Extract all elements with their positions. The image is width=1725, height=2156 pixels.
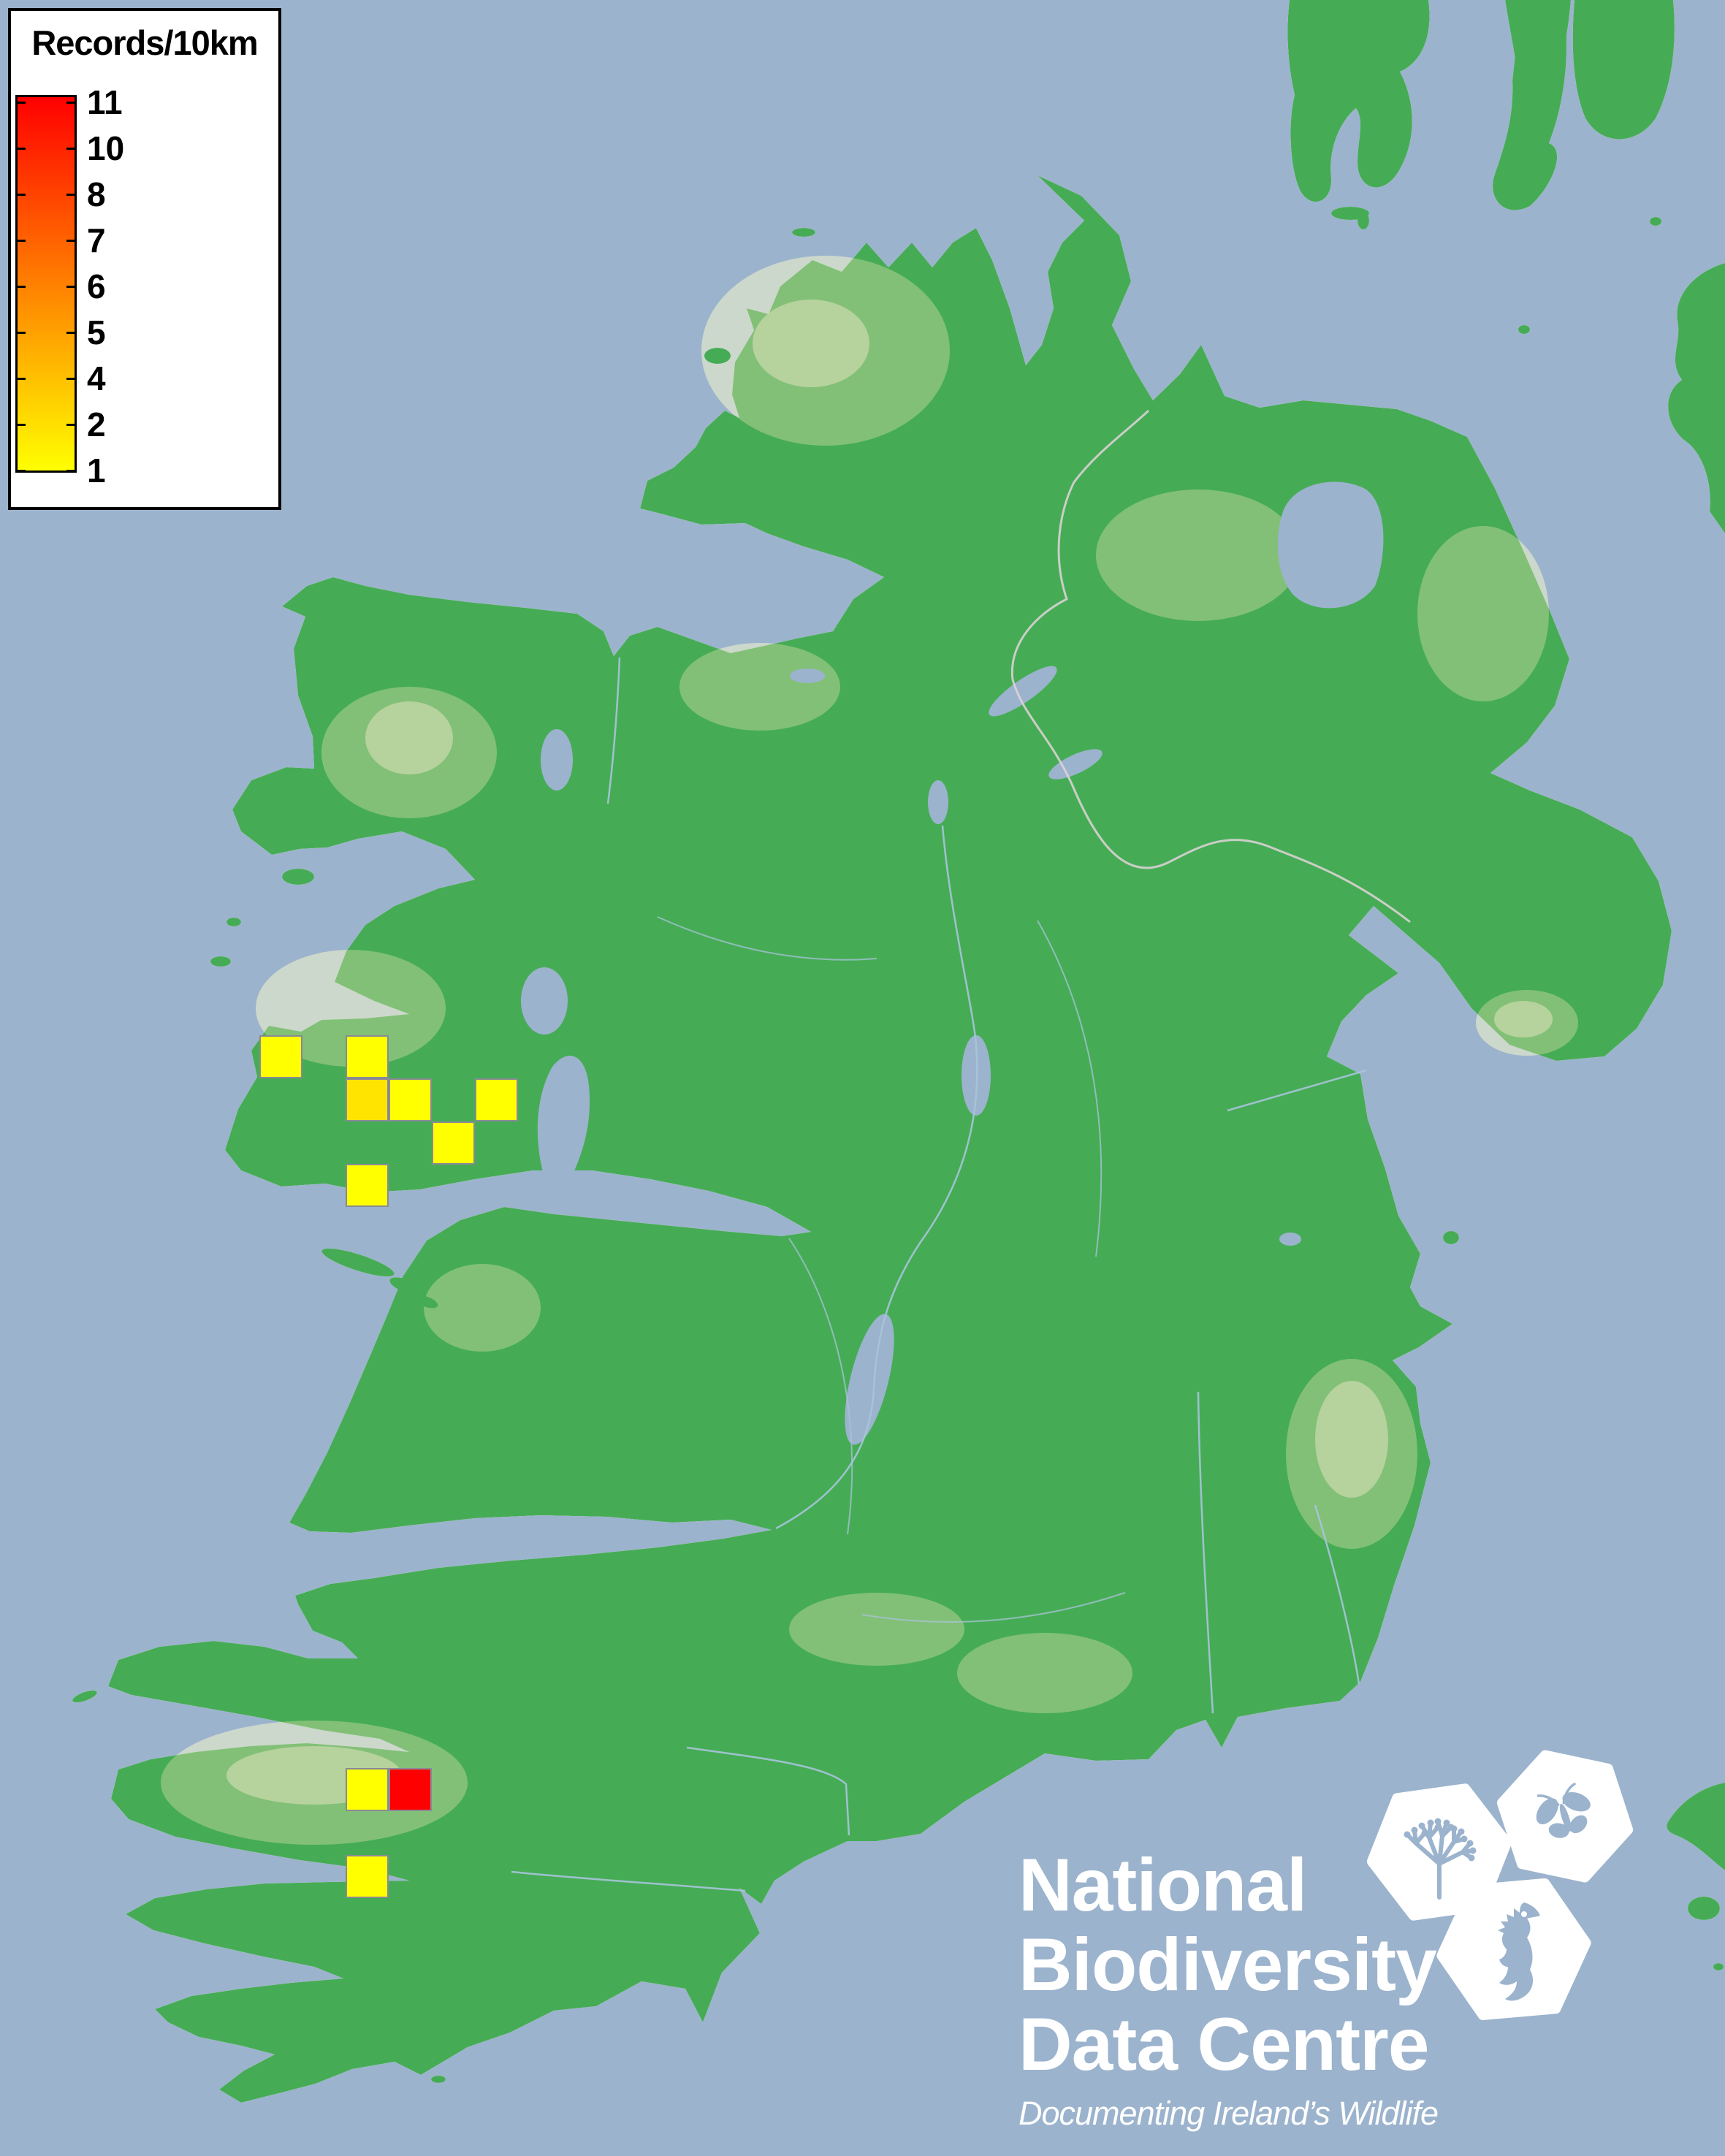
highland-shading — [161, 256, 1578, 1845]
legend-scale-value: 6 — [87, 267, 106, 305]
legend-tick — [15, 194, 77, 196]
butterfly-hexagon — [1496, 1750, 1634, 1883]
tree-icon — [1404, 1818, 1477, 1900]
legend-tick — [15, 240, 77, 242]
grid-square[interactable] — [346, 1078, 389, 1121]
legend-scale-value: 1 — [87, 452, 106, 490]
grid-square[interactable] — [432, 1121, 475, 1165]
legend-scale-value: 11 — [87, 83, 123, 121]
lakes — [521, 481, 1384, 1445]
grid-square[interactable] — [475, 1078, 518, 1121]
legend-tick — [15, 332, 77, 334]
legend-tick — [15, 286, 77, 288]
grid-square[interactable] — [389, 1768, 432, 1811]
logo-line-data-centre: Data Centre — [1018, 2003, 1430, 2086]
legend-scale-value: 5 — [87, 313, 106, 351]
irish-islands — [72, 207, 1459, 2083]
border-line — [1010, 409, 1411, 923]
nbdc-logo-text: National Biodiversity Data Centre Docume… — [1018, 1843, 1439, 2133]
logo-tagline: Documenting Ireland’s Wildlife — [1018, 2095, 1439, 2132]
legend-tick — [15, 470, 77, 472]
legend-scale-value: 10 — [87, 129, 125, 167]
legend-tick — [15, 102, 77, 104]
legend-scale-value: 8 — [87, 175, 106, 213]
legend-tick — [15, 424, 77, 426]
logo-line-biodiversity: Biodiversity — [1018, 1923, 1437, 2006]
butterfly-icon — [1536, 1783, 1591, 1838]
seahorse-icon — [1498, 1902, 1540, 2001]
legend-gradient-bar — [15, 95, 77, 473]
seahorse-hexagon — [1436, 1878, 1591, 2021]
scotland-landmass — [1287, 0, 1725, 533]
nbdc-logo-hexagons — [1366, 1750, 1634, 2021]
legend-tick — [15, 148, 77, 150]
legend-title: Records/10km — [31, 23, 258, 62]
legend: Records/10km 11 10 8 7 6 5 4 2 1 — [8, 8, 281, 510]
grid-square[interactable] — [389, 1078, 432, 1121]
legend-scale-value: 4 — [87, 359, 106, 397]
grid-square[interactable] — [346, 1164, 389, 1207]
grid-square[interactable] — [259, 1035, 302, 1078]
landmasses — [72, 0, 1725, 2103]
ireland-landmass — [108, 175, 1672, 2103]
tree-hexagon — [1366, 1783, 1512, 1921]
logo-line-national: National — [1018, 1843, 1307, 1927]
legend-scale-value: 2 — [87, 405, 106, 443]
legend-scale-value: 7 — [87, 221, 106, 259]
grid-square[interactable] — [346, 1855, 389, 1898]
grid-square[interactable] — [346, 1768, 389, 1811]
county-boundaries — [657, 916, 1126, 1623]
legend-tick — [15, 378, 77, 380]
rivers — [511, 657, 1367, 1892]
grid-square[interactable] — [346, 1035, 389, 1078]
wales-landmass — [1667, 1783, 1725, 1970]
